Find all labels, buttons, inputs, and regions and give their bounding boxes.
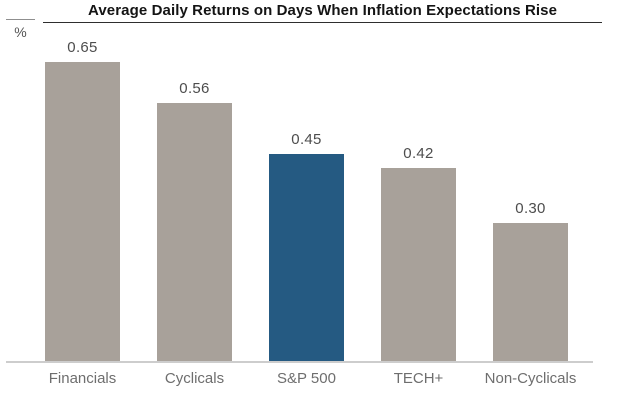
y-axis-top-rule <box>6 19 35 20</box>
x-axis-label-non-cyclicals: Non-Cyclicals <box>485 370 577 387</box>
bar-group-cyclicals: 0.56 <box>157 80 232 361</box>
bar-value-label: 0.45 <box>291 131 322 148</box>
bar-group-tech: 0.42 <box>381 145 456 361</box>
bar-s-p-500 <box>269 154 344 361</box>
x-axis-labels: Financials Cyclicals S&P 500 TECH+ Non-Cycli… <box>45 370 577 387</box>
x-axis-label-text: Financials <box>48 370 117 387</box>
bar-value-label: 0.56 <box>179 80 210 97</box>
bar-group-non-cyclicals: 0.30 <box>493 200 568 361</box>
x-axis-label-text: TECH+ <box>393 370 444 387</box>
bar-non-cyclicals <box>493 223 568 361</box>
bar-group-s-p-500: 0.45 <box>269 131 344 361</box>
bar-value-label: 0.30 <box>515 200 546 217</box>
bar-value-label: 0.42 <box>403 145 434 162</box>
x-axis-label-cyclicals: Cyclicals <box>157 370 232 387</box>
bar-cyclicals <box>157 103 232 361</box>
x-axis-label-text: S&P 500 <box>277 370 336 387</box>
x-axis-label-financials: Financials <box>45 370 120 387</box>
y-axis-unit-label: % <box>14 24 27 40</box>
x-axis-label-s-p-500: S&P 500 <box>269 370 344 387</box>
x-axis-label-text: Cyclicals <box>164 370 225 387</box>
chart-title: Average Daily Returns on Days When Infla… <box>43 2 602 23</box>
x-axis-line <box>6 361 593 363</box>
x-axis-label-tech: TECH+ <box>381 370 456 387</box>
x-axis-label-text: Non-Cyclicals <box>484 370 577 387</box>
bar-tech <box>381 168 456 361</box>
bar-value-label: 0.65 <box>67 39 98 56</box>
bar-group-financials: 0.65 <box>45 39 120 361</box>
bars-row: 0.65 0.56 0.45 0.42 0.30 <box>45 39 568 361</box>
bar-financials <box>45 62 120 361</box>
